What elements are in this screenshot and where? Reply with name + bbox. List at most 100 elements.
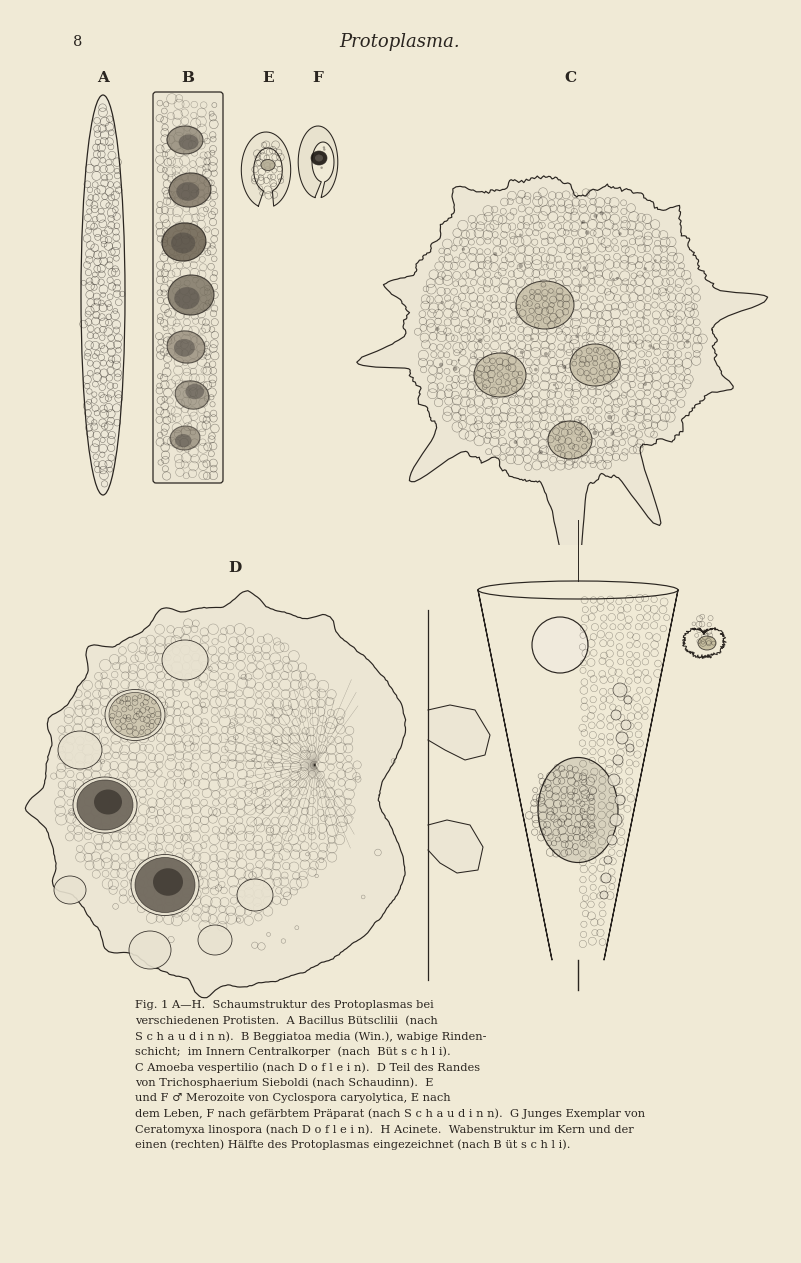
Circle shape	[441, 301, 444, 304]
Ellipse shape	[81, 95, 125, 495]
Circle shape	[478, 338, 482, 342]
Circle shape	[651, 346, 655, 350]
Circle shape	[607, 835, 617, 845]
Text: C Amoeba vespertilio (nach D o f l e i n).  D Teil des Randes: C Amoeba vespertilio (nach D o f l e i n…	[135, 1062, 480, 1072]
Polygon shape	[241, 133, 291, 206]
Circle shape	[642, 316, 645, 320]
Text: A: A	[97, 71, 109, 85]
Circle shape	[488, 320, 491, 323]
Text: Fig. 1 A—H.  Schaumstruktur des Protoplasmas bei: Fig. 1 A—H. Schaumstruktur des Protoplas…	[135, 1000, 434, 1010]
Circle shape	[457, 359, 460, 361]
Ellipse shape	[167, 126, 203, 154]
Ellipse shape	[131, 855, 199, 916]
Ellipse shape	[54, 877, 86, 904]
Circle shape	[439, 362, 443, 366]
Circle shape	[626, 744, 634, 751]
Circle shape	[519, 234, 521, 236]
Circle shape	[601, 873, 611, 883]
Ellipse shape	[474, 352, 526, 397]
Ellipse shape	[168, 275, 214, 314]
Ellipse shape	[162, 640, 208, 679]
Ellipse shape	[73, 777, 137, 834]
Polygon shape	[428, 820, 483, 873]
Circle shape	[686, 340, 690, 344]
Ellipse shape	[109, 692, 161, 738]
Circle shape	[585, 230, 590, 235]
Polygon shape	[428, 705, 490, 760]
Circle shape	[616, 277, 618, 279]
Ellipse shape	[129, 931, 171, 969]
Circle shape	[493, 384, 495, 386]
Text: Ceratomyxa linospora (nach D o f l e i n).  H Acinete.  Wabenstruktur im Kern un: Ceratomyxa linospora (nach D o f l e i n…	[135, 1124, 634, 1134]
Text: H: H	[549, 561, 563, 575]
Text: F: F	[312, 71, 324, 85]
Text: S c h a u d i n n).  B Beggiatoa media (Win.), wabige Rinden-: S c h a u d i n n). B Beggiatoa media (W…	[135, 1031, 486, 1042]
Circle shape	[435, 327, 440, 331]
Circle shape	[323, 148, 325, 150]
Ellipse shape	[169, 173, 211, 207]
Ellipse shape	[175, 287, 199, 309]
Circle shape	[581, 221, 583, 224]
Circle shape	[320, 167, 323, 169]
Circle shape	[513, 441, 517, 445]
Circle shape	[582, 220, 586, 224]
Ellipse shape	[179, 134, 199, 150]
Circle shape	[520, 351, 523, 354]
Ellipse shape	[311, 152, 327, 165]
Ellipse shape	[315, 154, 323, 162]
Circle shape	[507, 322, 510, 325]
Circle shape	[600, 890, 608, 899]
Circle shape	[582, 266, 586, 270]
Circle shape	[312, 154, 314, 157]
Ellipse shape	[176, 182, 199, 201]
Circle shape	[643, 383, 647, 386]
Circle shape	[613, 755, 623, 765]
Circle shape	[611, 710, 621, 720]
Circle shape	[575, 335, 579, 338]
Text: dem Leben, F nach gefärbtem Präparat (nach S c h a u d i n n).  G Junges Exempla: dem Leben, F nach gefärbtem Präparat (na…	[135, 1109, 645, 1119]
Text: D: D	[228, 561, 242, 575]
FancyBboxPatch shape	[153, 92, 223, 482]
Ellipse shape	[185, 384, 204, 399]
Circle shape	[594, 213, 598, 218]
Circle shape	[665, 288, 667, 290]
Circle shape	[610, 432, 614, 436]
Text: B: B	[182, 71, 195, 85]
Polygon shape	[26, 591, 405, 998]
Text: Protoplasma.: Protoplasma.	[340, 33, 461, 51]
Circle shape	[532, 618, 588, 673]
Circle shape	[608, 774, 620, 786]
Text: von Trichosphaerium Sieboldi (nach Schaudinn).  E: von Trichosphaerium Sieboldi (nach Schau…	[135, 1077, 433, 1087]
Circle shape	[461, 248, 465, 251]
Text: E: E	[262, 71, 274, 85]
Circle shape	[556, 299, 560, 303]
Text: C: C	[564, 71, 576, 85]
Circle shape	[544, 352, 548, 356]
Circle shape	[574, 432, 576, 434]
Ellipse shape	[171, 232, 195, 254]
Circle shape	[531, 337, 533, 340]
Ellipse shape	[105, 690, 165, 740]
Circle shape	[538, 450, 543, 455]
Circle shape	[562, 365, 566, 369]
Circle shape	[599, 211, 604, 215]
Text: und F ♂ Merozoite von Cyclospora caryolytica, E nach: und F ♂ Merozoite von Cyclospora caryoly…	[135, 1092, 451, 1103]
Circle shape	[320, 154, 322, 157]
Circle shape	[580, 359, 584, 362]
Circle shape	[649, 345, 652, 347]
Circle shape	[553, 292, 557, 296]
Circle shape	[624, 696, 632, 703]
Circle shape	[518, 264, 523, 268]
Circle shape	[534, 368, 537, 371]
Circle shape	[654, 259, 657, 261]
Ellipse shape	[135, 858, 195, 912]
Ellipse shape	[175, 381, 209, 409]
Ellipse shape	[538, 758, 618, 863]
Ellipse shape	[698, 637, 716, 650]
Circle shape	[618, 232, 622, 235]
Circle shape	[323, 147, 325, 149]
Ellipse shape	[94, 789, 122, 815]
Ellipse shape	[167, 331, 205, 364]
Text: 8: 8	[74, 35, 83, 49]
Text: einen (rechten) Hälfte des Protoplasmas eingezeichnet (nach B üt s c h l i).: einen (rechten) Hälfte des Protoplasmas …	[135, 1139, 570, 1151]
